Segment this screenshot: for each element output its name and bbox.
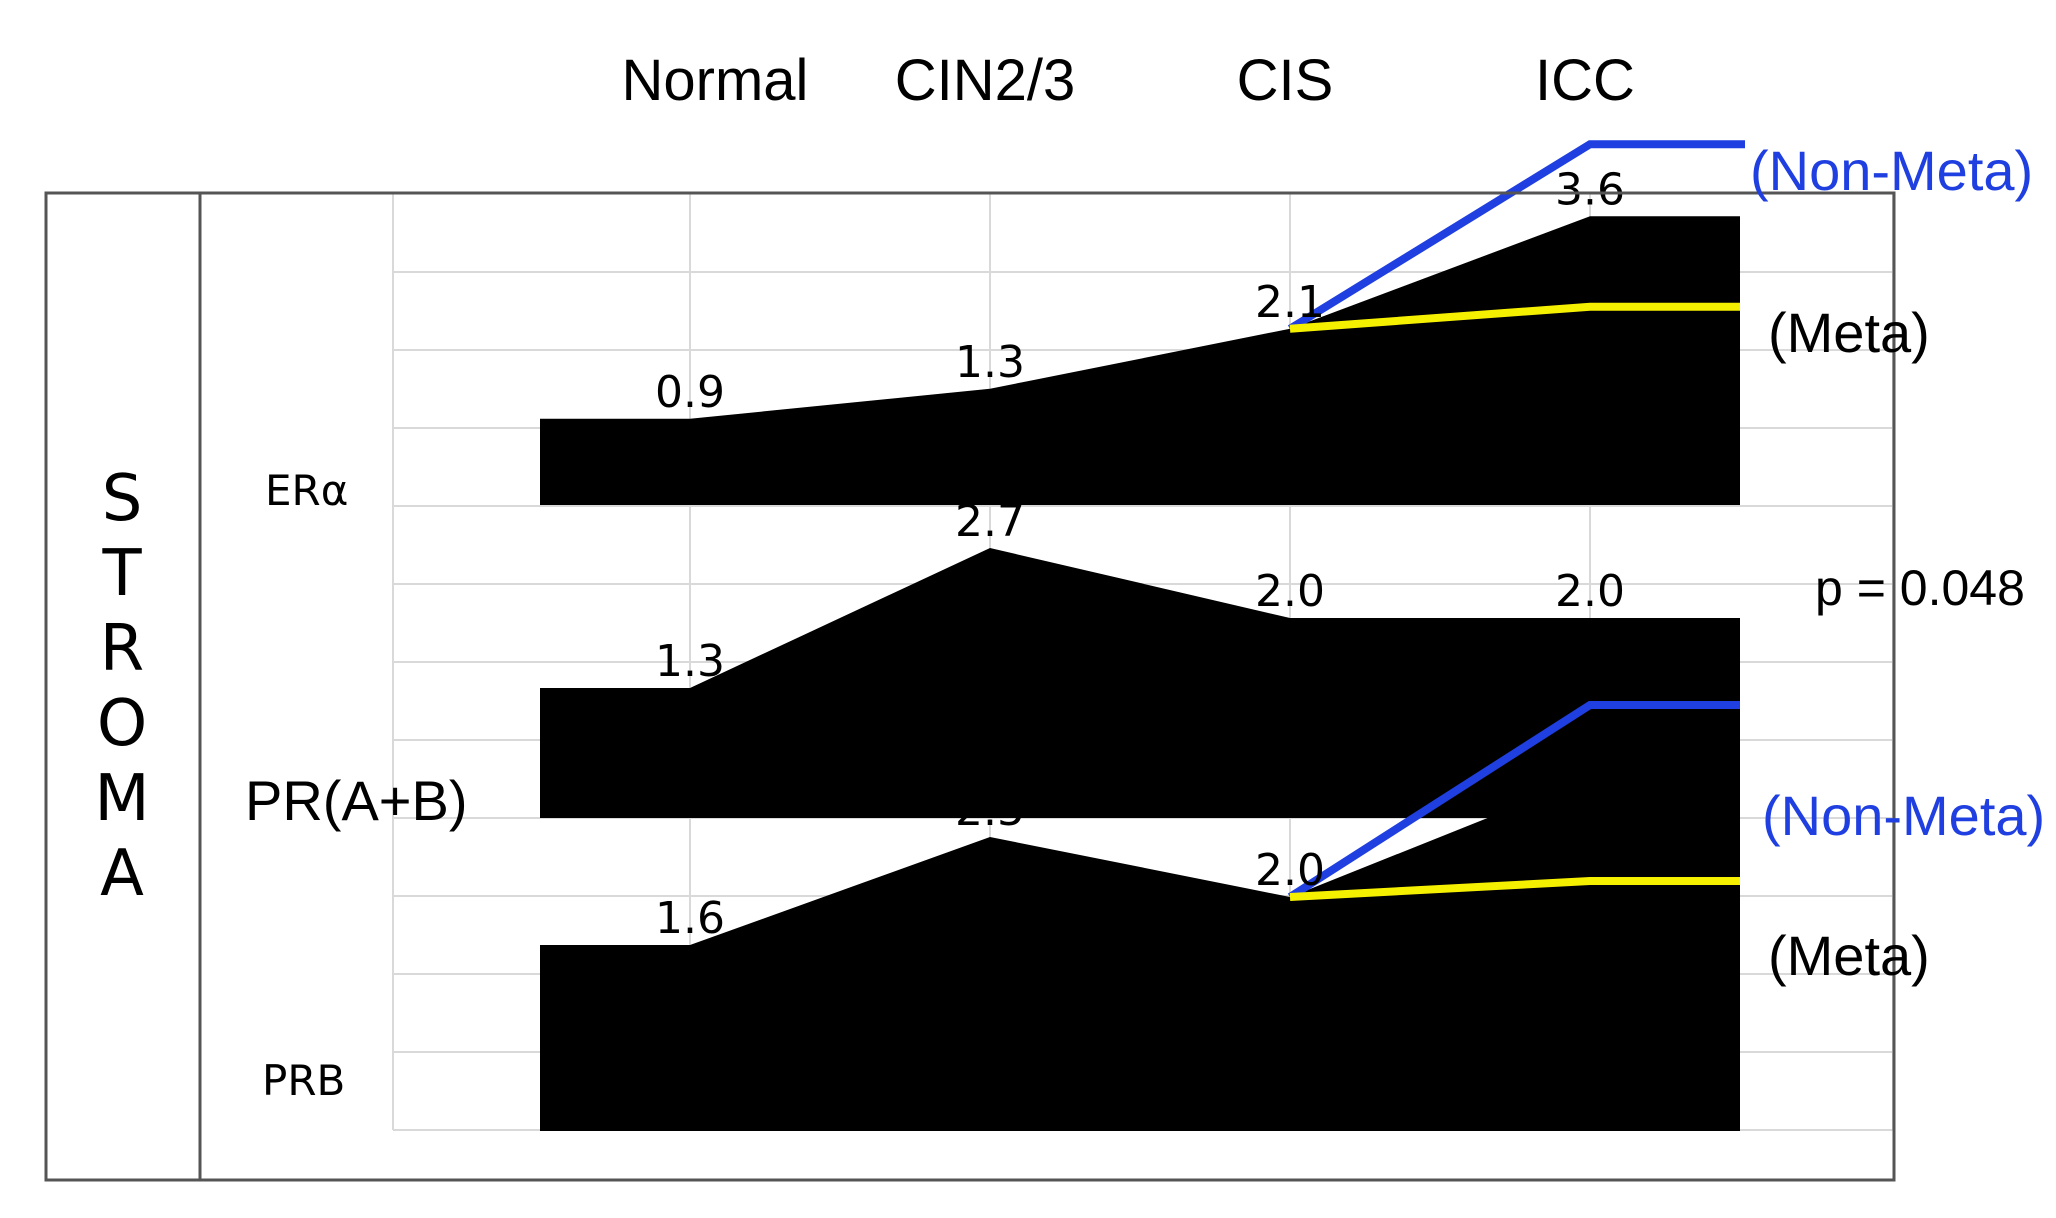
label-layer: 0.9 1.3 2.1 3.6 1.3 2.7 2.0 2.0 1.6 2.5 2.0 3.0 <box>655 164 1625 944</box>
value-label-2-1: 2.5 <box>955 785 1025 836</box>
area-er <box>540 216 1740 505</box>
side-letter-t: T <box>101 537 142 611</box>
area-prab <box>540 548 1740 818</box>
value-label-1-2: 2.0 <box>1255 566 1325 617</box>
legend-meta-top: (Meta) <box>1768 301 1930 364</box>
legend-meta-bottom: (Meta) <box>1768 924 1930 987</box>
branch-layer <box>1287 140 1745 901</box>
value-label-0-0: 0.9 <box>655 367 725 418</box>
value-label-1-0: 1.3 <box>655 636 725 687</box>
value-label-1-1: 2.7 <box>955 496 1025 547</box>
row-label-pr-ab: PR(A+B) <box>245 769 468 832</box>
branch-meta-2 <box>1289 877 1740 901</box>
value-label-0-1: 1.3 <box>955 337 1025 388</box>
side-letter-r: R <box>100 612 144 686</box>
area-prb <box>540 777 1740 1131</box>
row-label-er-alpha: ERα <box>265 466 348 515</box>
legend-non-meta-top: (Non-Meta) <box>1750 139 2033 202</box>
legend-non-meta-bottom: (Non-Meta) <box>1762 784 2045 847</box>
value-label-2-2: 2.0 <box>1255 845 1325 896</box>
category-label-cis: CIS <box>1237 48 1334 113</box>
p-value-annotation: p = 0.048 <box>1815 560 2025 616</box>
side-letter-m: M <box>94 762 149 836</box>
row-label-prb: PRB <box>262 1056 345 1105</box>
value-label-2-0: 1.6 <box>655 893 725 944</box>
side-letter-a: A <box>100 837 144 911</box>
side-letter-s: S <box>102 462 143 536</box>
value-label-0-3: 3.6 <box>1555 164 1625 215</box>
outer-frame <box>44 191 1896 1182</box>
area-layer <box>540 216 1740 1131</box>
category-label-normal: Normal <box>622 48 809 113</box>
branch-meta-0 <box>1289 302 1740 333</box>
branch-non-meta-0 <box>1287 140 1745 333</box>
branch-non-meta-2 <box>1287 701 1740 901</box>
value-label-2-3: 3.0 <box>1555 725 1625 776</box>
value-label-1-3: 2.0 <box>1555 566 1625 617</box>
category-label-icc: ICC <box>1535 48 1635 113</box>
side-letter-o: O <box>97 687 147 761</box>
category-label-cin: CIN2/3 <box>895 48 1076 113</box>
value-label-0-2: 2.1 <box>1255 277 1325 328</box>
